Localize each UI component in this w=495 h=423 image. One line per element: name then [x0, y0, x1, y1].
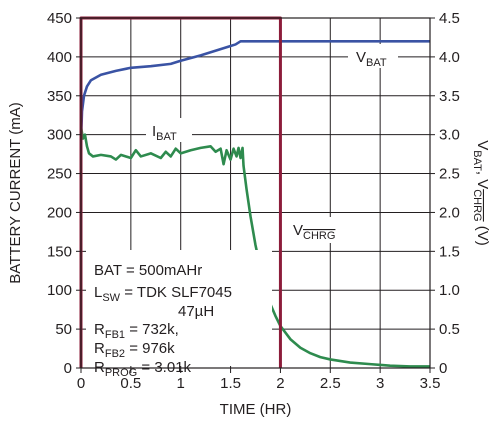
y-left-tick-label: 150 [47, 243, 72, 260]
label-background [286, 217, 346, 243]
y-right-title-prefix: V [474, 140, 491, 150]
ibat-label-main: I [152, 123, 156, 140]
annotation-rfb2-rest: = 976k [125, 340, 175, 357]
y-right-tick-label: 0 [439, 360, 447, 377]
labels-layer: 0 0.5 1 1.5 2 2.5 3 3.5050100150200250300350400… [47, 10, 460, 392]
y-right-tick-label: 4.5 [439, 10, 460, 27]
vchrg-series-label: VCHRG [293, 222, 335, 242]
y-left-tick-label: 300 [47, 127, 72, 144]
annotation-bat-capacity: BAT = 500mAHr [94, 262, 202, 279]
y-right-title-sub2: CHRG [471, 189, 483, 221]
annotation-inductance: 47µH [178, 303, 214, 320]
annotation-rfb1-rest: = 732k, [125, 321, 179, 338]
x-axis-title: TIME (HR) [220, 401, 292, 418]
y-left-tick-label: 450 [47, 10, 72, 27]
y-right-tick-label: 4.0 [439, 49, 460, 66]
annotation-rfb2-main: R [94, 340, 105, 357]
annotation-rprog-main: R [94, 359, 105, 376]
y-right-tick-label: 3.0 [439, 127, 460, 144]
ibat-label-sub: BAT [156, 131, 177, 143]
annotation-rfb2-sub: FB2 [105, 348, 125, 360]
y-right-tick-label: 2.5 [439, 166, 460, 183]
y-right-tick-label: 1.0 [439, 282, 460, 299]
annotation-lsw-sub: SW [102, 292, 120, 304]
label-background [146, 118, 192, 142]
annotation-rfb1: RFB1 = 732k, [94, 321, 179, 341]
x-tick-label: 3.5 [420, 375, 441, 392]
y-right-title-suffix: (V) [474, 222, 491, 246]
y-right-tick-label: 3.5 [439, 88, 460, 105]
x-tick-label: 1 [177, 375, 185, 392]
y-left-tick-label: 400 [47, 49, 72, 66]
annotation-lsw-rest: = TDK SLF7045 [120, 284, 232, 301]
x-tick-label: 2.5 [320, 375, 341, 392]
x-tick-label: 0.5 [120, 375, 141, 392]
series-line-ibat [79, 126, 430, 368]
annotation-rprog-rest: = 3.01k [137, 359, 191, 376]
annotation-lsw-main: L [94, 284, 102, 301]
x-tick-label: 1.5 [220, 375, 241, 392]
vbat-label-sub: BAT [366, 57, 387, 69]
x-tick-label: 3 [376, 375, 384, 392]
y-left-tick-label: 250 [47, 166, 72, 183]
y-right-tick-label: 1.5 [439, 243, 460, 260]
annotation-rprog: RPROG = 3.01k [94, 359, 192, 379]
annotation-rprog-sub: PROG [105, 367, 137, 379]
y-right-title-sub1: BAT [471, 150, 483, 171]
ibat-series-label: IBAT [152, 123, 177, 143]
label-background [348, 44, 398, 68]
annotation-inductor: LSW = TDK SLF7045 [94, 284, 232, 304]
ticks-layer [76, 17, 435, 373]
series-line-vbat [79, 40, 430, 143]
plot-frame [80, 17, 431, 369]
y-right-axis-title: VBAT, VCHRG (V) [471, 140, 491, 246]
vbat-series-label: VBAT [356, 49, 387, 69]
annotation-rfb1-main: R [94, 321, 105, 338]
y-left-tick-label: 0 [64, 360, 72, 377]
annotation-rfb2: RFB2 = 976k [94, 340, 175, 360]
annotation-background [86, 250, 272, 366]
y-left-tick-label: 350 [47, 88, 72, 105]
annotation-inductance-text: 47µH [178, 303, 214, 320]
vchrg-label-main: V [293, 222, 303, 239]
y-left-axis-title: BATTERY CURRENT (mA) [7, 102, 24, 283]
vbat-label-main: V [356, 49, 366, 66]
y-right-title-sep: , V [474, 171, 491, 189]
y-right-tick-label: 0.5 [439, 321, 460, 338]
annotation-rfb1-sub: FB1 [105, 329, 125, 341]
vchrg-label-sub: CHRG [303, 230, 335, 242]
annotation-bat-text: BAT = 500mAHr [94, 262, 202, 279]
y-left-tick-label: 100 [47, 282, 72, 299]
y-right-tick-label: 2.0 [439, 204, 460, 221]
x-tick-label: 0 [77, 375, 85, 392]
y-left-tick-label: 50 [55, 321, 72, 338]
y-left-tick-label: 200 [47, 204, 72, 221]
x-tick-label: 2 [276, 375, 284, 392]
